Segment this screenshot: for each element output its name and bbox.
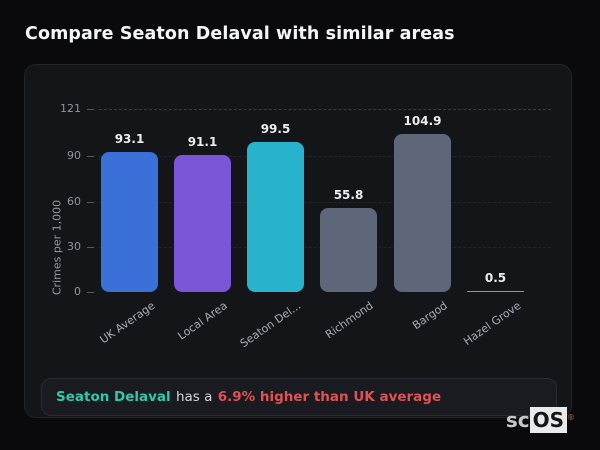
page-title: Compare Seaton Delaval with similar area…	[25, 24, 455, 44]
y-tick-label-30: 30	[67, 239, 81, 253]
y-tick-mark	[87, 292, 94, 293]
y-tick-label-90: 90	[67, 149, 81, 163]
y-tick-label-0: 0	[74, 285, 81, 298]
y-tick-mark	[87, 246, 94, 248]
x-axis-label-local-area: Local Area	[175, 299, 230, 343]
x-axis-label-uk-average: UK Average	[97, 299, 157, 347]
x-axis-label-bargod: Bargod	[410, 299, 450, 333]
y-tick-mark	[87, 156, 94, 158]
logo-suffix: OS	[529, 407, 567, 433]
y-tick-label-60: 60	[67, 194, 81, 208]
bar-seaton-delaval[interactable]	[247, 141, 304, 292]
summary-stat-text: 6.9% higher than UK average	[217, 389, 442, 405]
x-axis-label-hazel-grove: Hazel Grove	[460, 299, 523, 349]
bar-value-label-richmond: 55.8	[333, 187, 364, 202]
bar-value-label-seaton-delaval: 99.5	[260, 121, 291, 136]
summary-connector-text: has a	[171, 389, 217, 405]
bar-richmond[interactable]	[320, 207, 377, 292]
summary-area-name: Seaton Delaval	[56, 389, 171, 405]
x-axis-label-seaton-delaval: Seaton Del...	[237, 299, 303, 351]
bar-value-label-hazel-grove: 0.5	[484, 270, 507, 285]
registered-trademark-icon: ®	[567, 413, 575, 422]
bar-chart: Crimes per 1,000 0 30 60 90 121 93.1 UK Averag…	[25, 65, 571, 417]
gridline-90	[99, 156, 551, 158]
y-tick-label-121: 121	[60, 102, 81, 116]
logo-prefix: sc	[505, 408, 530, 432]
summary-banner: Seaton Delaval has a 6.9% higher than UK…	[41, 378, 557, 416]
bar-value-label-local-area: 91.1	[187, 134, 218, 149]
x-axis-label-richmond: Richmond	[323, 299, 376, 342]
chart-card: Crimes per 1,000 0 30 60 90 121 93.1 UK Averag…	[24, 64, 572, 418]
bar-value-label-bargod: 104.9	[403, 113, 442, 128]
gridline-121	[99, 109, 551, 111]
bar-local-area[interactable]	[174, 154, 231, 292]
y-tick-mark	[87, 201, 94, 203]
gridline-60	[99, 201, 551, 203]
bar-hazel-grove[interactable]	[467, 290, 524, 292]
bar-bargod[interactable]	[394, 133, 451, 292]
y-tick-mark	[87, 109, 94, 111]
bar-uk-average[interactable]	[101, 151, 158, 292]
scos-logo: sc OS ®	[506, 407, 575, 433]
bar-value-label-uk-average: 93.1	[114, 131, 145, 146]
